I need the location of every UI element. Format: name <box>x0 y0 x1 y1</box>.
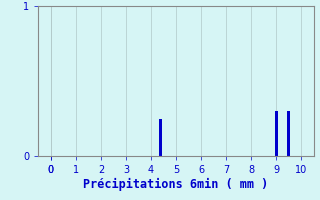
Bar <box>275 111 277 156</box>
Bar <box>287 111 290 156</box>
Bar <box>159 118 163 156</box>
X-axis label: Précipitations 6min ( mm ): Précipitations 6min ( mm ) <box>84 178 268 191</box>
